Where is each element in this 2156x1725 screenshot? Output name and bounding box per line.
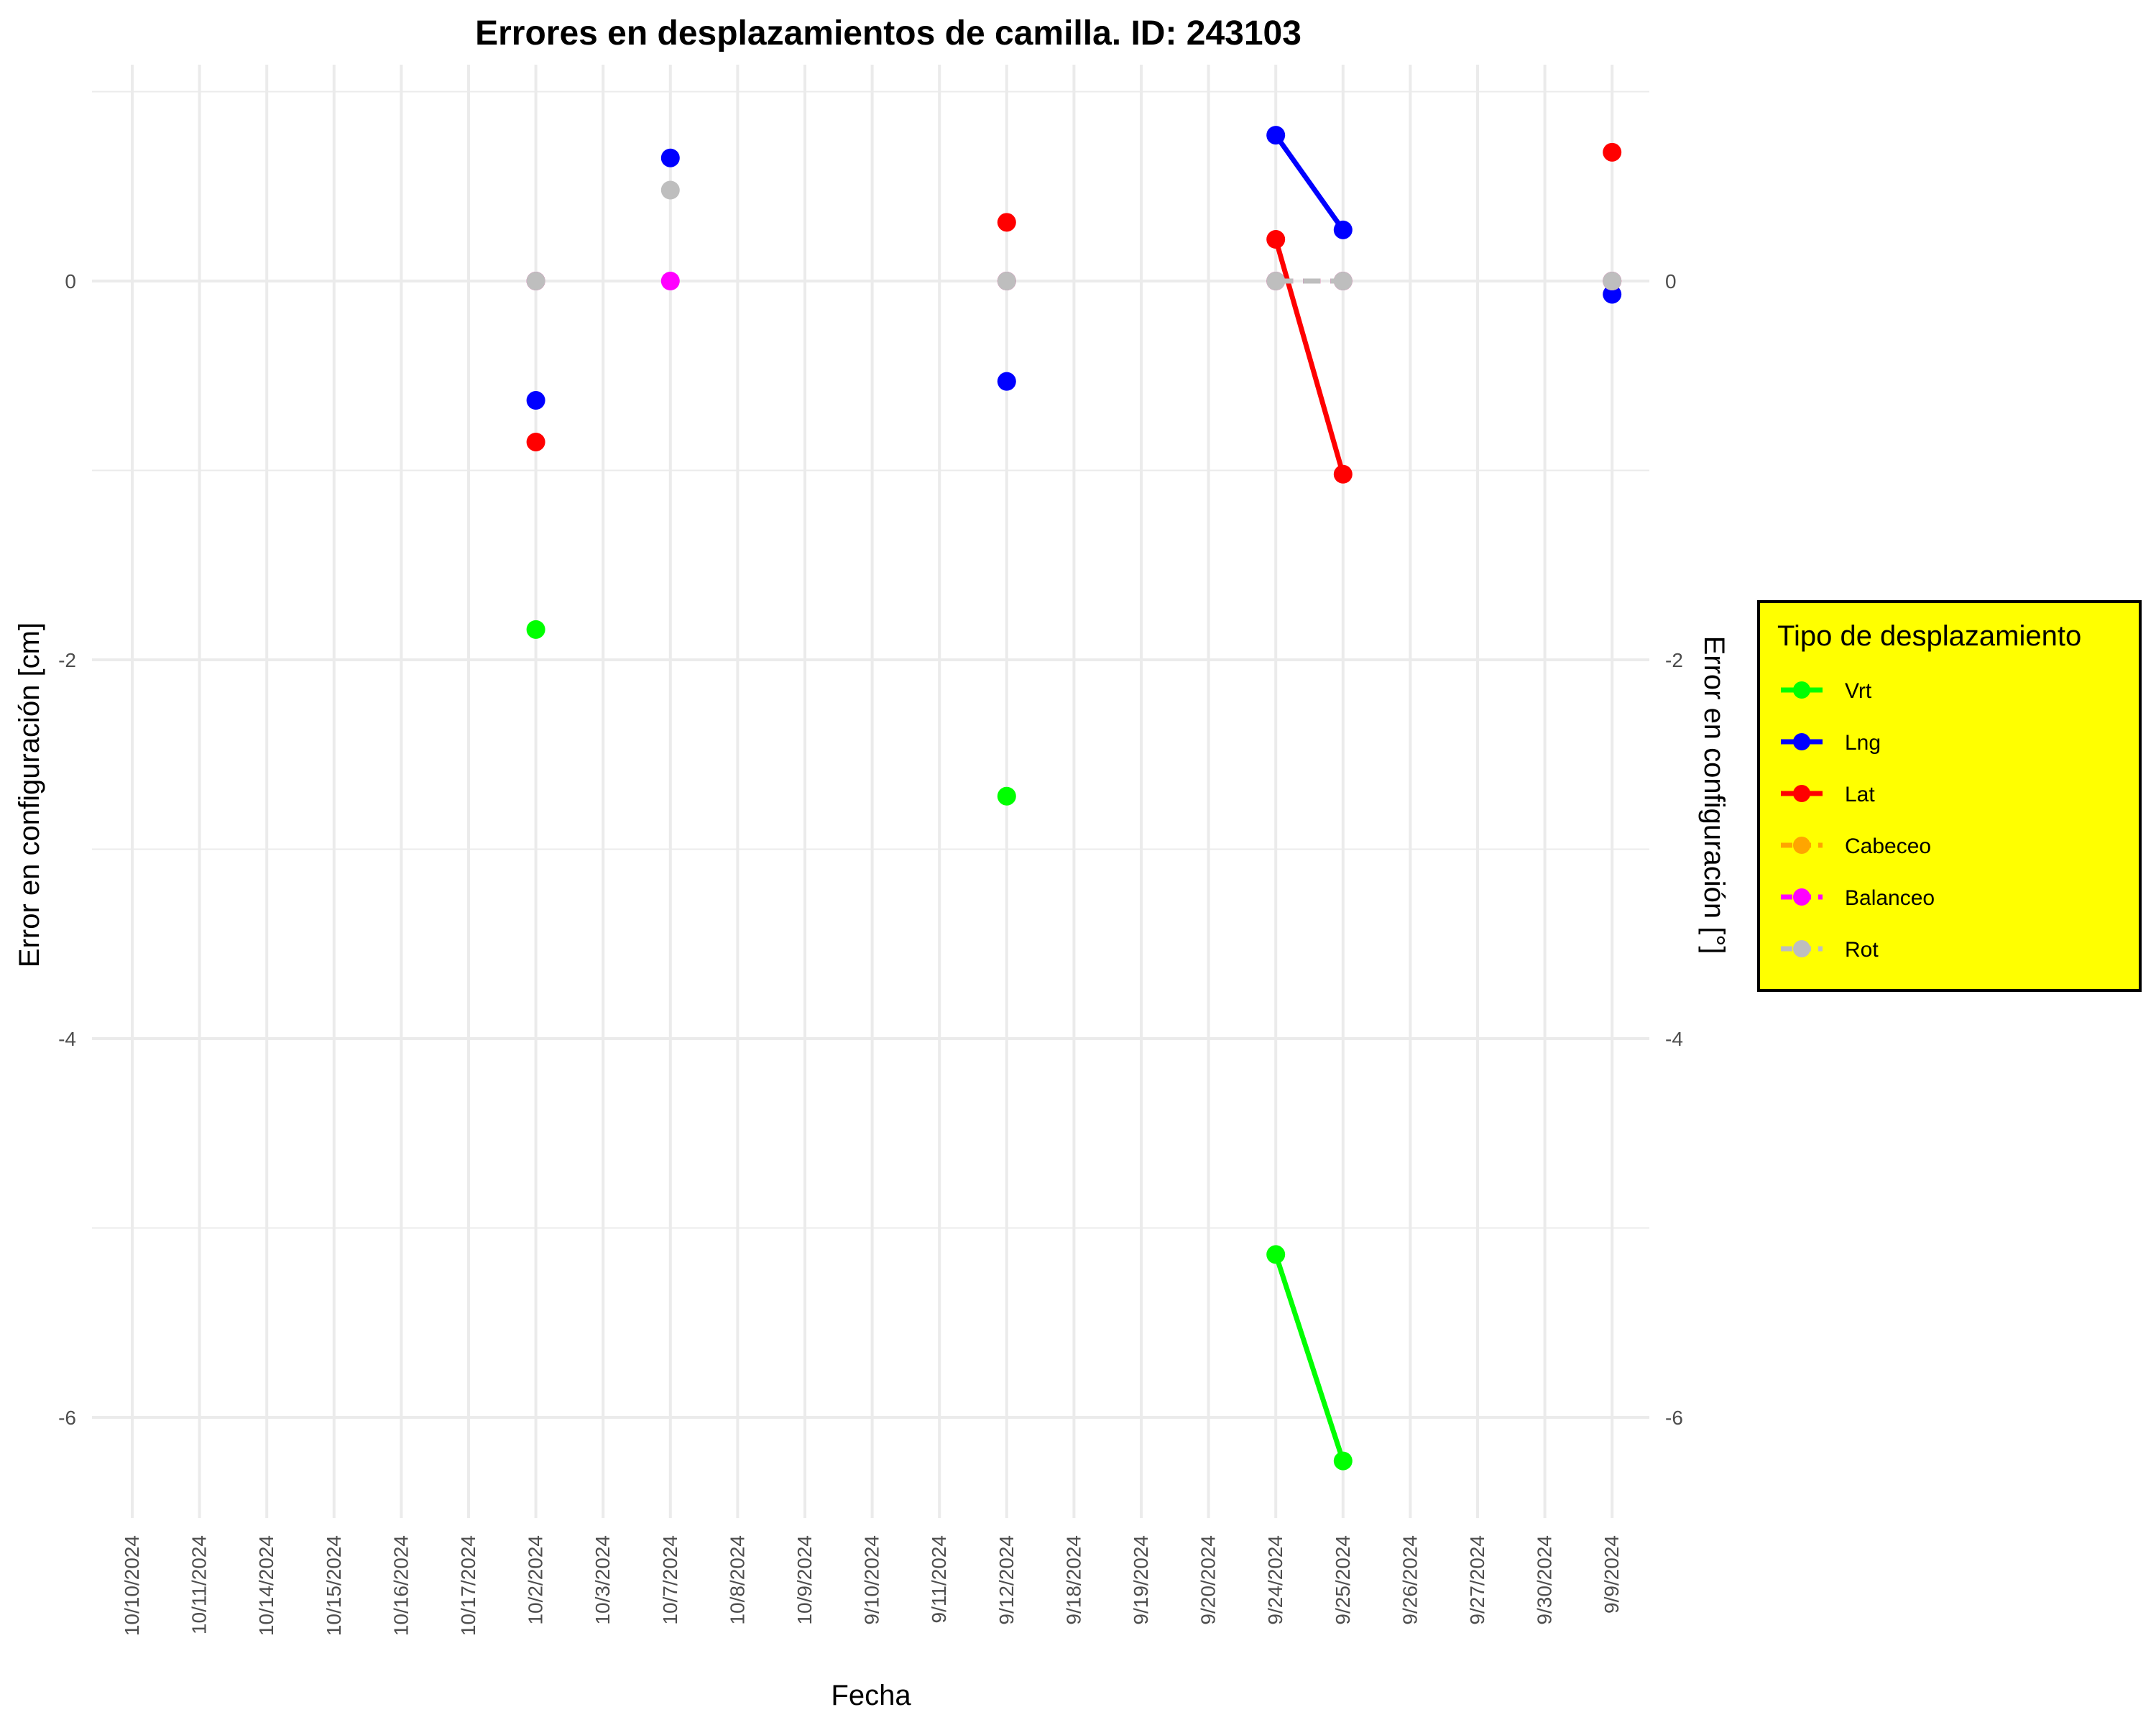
chart-title: Errores en desplazamientos de camilla. I… xyxy=(475,14,1302,52)
data-point xyxy=(1603,142,1622,162)
data-point xyxy=(997,372,1016,391)
data-point xyxy=(1333,464,1353,484)
data-point xyxy=(997,786,1016,806)
data-point xyxy=(1266,272,1286,290)
x-tick-label: 10/16/2024 xyxy=(390,1535,412,1636)
data-point xyxy=(660,272,680,290)
legend-label: Vrt xyxy=(1845,679,1872,703)
x-tick-label: 9/20/2024 xyxy=(1197,1535,1220,1625)
x-tick-label: 9/12/2024 xyxy=(995,1535,1018,1625)
data-point xyxy=(1266,1245,1286,1264)
legend-label: Rot xyxy=(1845,938,1879,962)
axis-labels: 0 0 -2 -2 -4 -4 -6 -6 10/10/2024 10/11/2024 10/14/… xyxy=(58,270,1683,1636)
legend-key-point xyxy=(1793,940,1810,957)
x-tick-label: 10/3/2024 xyxy=(591,1535,614,1625)
y-tick-label-right: -4 xyxy=(1665,1028,1683,1050)
data-point xyxy=(1333,272,1353,290)
legend-item-cabeceo: Cabeceo xyxy=(1781,834,1931,858)
x-tick-label: 10/7/2024 xyxy=(659,1535,681,1625)
series-rot xyxy=(526,180,1622,290)
x-tick-label: 10/15/2024 xyxy=(323,1535,345,1636)
series-segment xyxy=(1273,239,1346,475)
legend-item-lat: Lat xyxy=(1781,783,1875,806)
legend: Tipo de desplazamiento Vrt Lng Lat Cabeceo B… xyxy=(1757,600,2142,992)
series-lat xyxy=(526,142,1622,484)
x-tick-label: 10/10/2024 xyxy=(121,1535,143,1636)
x-tick-label: 9/19/2024 xyxy=(1130,1535,1152,1625)
y-tick-label-right: -6 xyxy=(1665,1407,1683,1429)
series-layer xyxy=(526,126,1622,1471)
x-tick-label: 9/10/2024 xyxy=(861,1535,883,1625)
data-point xyxy=(526,620,545,639)
legend-key-point xyxy=(1793,681,1810,699)
x-tick-label: 9/30/2024 xyxy=(1534,1535,1556,1625)
x-tick-label: 9/24/2024 xyxy=(1264,1535,1286,1625)
legend-label: Lat xyxy=(1845,783,1875,806)
x-tick-label: 9/26/2024 xyxy=(1399,1535,1421,1625)
data-point xyxy=(1603,272,1622,290)
legend-label: Lng xyxy=(1845,731,1881,755)
series-lng xyxy=(526,126,1622,410)
y-tick-label-left: 0 xyxy=(65,270,76,293)
series-segment xyxy=(1273,1254,1346,1462)
x-tick-label: 10/2/2024 xyxy=(525,1535,547,1625)
legend-item-rot: Rot xyxy=(1781,938,1879,962)
data-point xyxy=(526,391,545,410)
legend-key-point xyxy=(1793,733,1810,750)
legend-item-balanceo: Balanceo xyxy=(1781,886,1935,910)
x-tick-label: 9/25/2024 xyxy=(1332,1535,1354,1625)
data-point xyxy=(997,272,1016,290)
legend-title: Tipo de desplazamiento xyxy=(1777,620,2081,652)
series-vrt xyxy=(526,620,1353,1471)
x-tick-label: 9/27/2024 xyxy=(1466,1535,1488,1625)
x-tick-label: 10/17/2024 xyxy=(457,1535,479,1636)
data-point xyxy=(660,148,680,167)
data-point xyxy=(526,432,545,451)
legend-item-lng: Lng xyxy=(1781,731,1881,755)
x-tick-label: 9/18/2024 xyxy=(1062,1535,1084,1625)
legend-key-point xyxy=(1793,785,1810,802)
y-tick-label-left: -4 xyxy=(58,1028,76,1050)
data-point xyxy=(1603,285,1622,304)
data-point xyxy=(997,213,1016,232)
legend-key-point xyxy=(1793,837,1810,854)
y-tick-label-left: -6 xyxy=(58,1407,76,1429)
y-axis-title-right: Error en configuración [°] xyxy=(1698,636,1730,954)
data-point xyxy=(660,180,680,200)
y-tick-label-right: 0 xyxy=(1665,270,1677,293)
legend-label: Balanceo xyxy=(1845,886,1935,910)
x-tick-label: 10/11/2024 xyxy=(188,1535,211,1634)
legend-items: Vrt Lng Lat Cabeceo Balanceo Rot xyxy=(1781,679,1935,962)
y-axis-title-left: Error en configuración [cm] xyxy=(14,622,45,967)
x-tick-label: 9/11/2024 xyxy=(928,1535,950,1624)
legend-label: Cabeceo xyxy=(1845,834,1931,858)
x-tick-label: 9/9/2024 xyxy=(1600,1535,1623,1614)
x-tick-label: 10/8/2024 xyxy=(726,1535,748,1625)
legend-key-point xyxy=(1793,888,1810,906)
series-segment xyxy=(1273,134,1345,231)
y-tick-label-left: -2 xyxy=(58,649,76,671)
data-point xyxy=(1333,220,1353,239)
data-point xyxy=(1266,230,1286,249)
x-tick-label: 10/14/2024 xyxy=(255,1535,277,1636)
data-point xyxy=(526,272,545,290)
x-axis-title: Fecha xyxy=(831,1680,911,1711)
y-tick-label-right: -2 xyxy=(1665,649,1683,671)
data-point xyxy=(1266,126,1286,145)
legend-item-vrt: Vrt xyxy=(1781,679,1872,703)
x-tick-label: 10/9/2024 xyxy=(793,1535,816,1625)
data-point xyxy=(1333,1451,1353,1471)
